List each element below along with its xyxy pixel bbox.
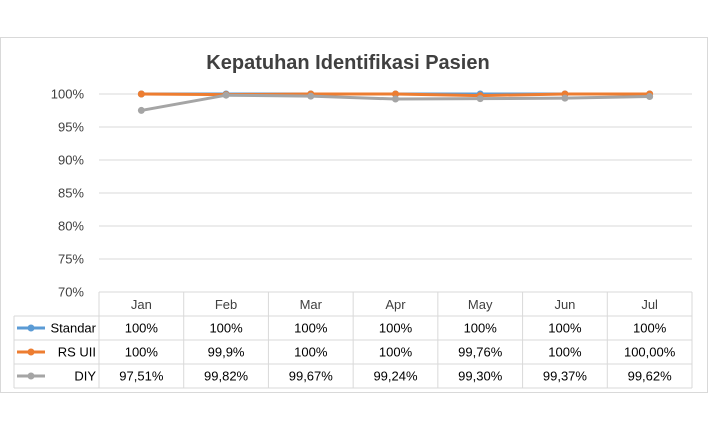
legend-label: Standar bbox=[50, 321, 96, 336]
gridlines bbox=[99, 93, 692, 293]
x-tick-label: Jul bbox=[641, 297, 658, 312]
data-label: 100% bbox=[125, 321, 159, 336]
legend-label: DIY bbox=[74, 369, 96, 384]
data-label: 99,37% bbox=[543, 369, 588, 384]
data-point bbox=[137, 106, 145, 114]
x-tick-label: Mar bbox=[300, 297, 323, 312]
data-point bbox=[392, 90, 399, 98]
data-point bbox=[307, 92, 315, 100]
data-label: 100% bbox=[379, 345, 413, 360]
data-label: 99,30% bbox=[458, 369, 503, 384]
x-tick-label: Feb bbox=[215, 297, 237, 312]
legend-key-marker bbox=[27, 324, 35, 332]
y-tick-label: 75% bbox=[58, 252, 84, 267]
x-tick-label: Jun bbox=[554, 297, 575, 312]
chart-svg: Kepatuhan Identifikasi Pasien 70% 75% 80% 8… bbox=[13, 52, 693, 389]
data-label: 99,67% bbox=[289, 369, 334, 384]
data-point bbox=[222, 91, 230, 99]
data-point bbox=[561, 94, 569, 102]
data-label: 100,00% bbox=[624, 345, 676, 360]
y-axis-ticks: 70% 75% 80% 85% 90% 95% 100% bbox=[51, 87, 85, 300]
data-label: 97,51% bbox=[119, 369, 164, 384]
data-label: 100% bbox=[548, 321, 582, 336]
data-label: 100% bbox=[548, 345, 582, 360]
data-label: 99,9% bbox=[208, 345, 245, 360]
data-label: 100% bbox=[633, 321, 667, 336]
data-label: 100% bbox=[125, 345, 159, 360]
y-tick-label: 90% bbox=[58, 153, 84, 168]
legend-key-marker bbox=[27, 348, 35, 356]
chart-frame: Kepatuhan Identifikasi Pasien 70% 75% 80% 8… bbox=[0, 37, 708, 393]
series-lines bbox=[137, 90, 654, 114]
data-point bbox=[392, 95, 399, 103]
data-label: 100% bbox=[294, 321, 328, 336]
data-label: 99,24% bbox=[373, 369, 418, 384]
legend-label: RS UII bbox=[58, 345, 96, 360]
y-tick-label: 100% bbox=[51, 87, 85, 102]
legend-key-marker bbox=[27, 372, 35, 380]
y-tick-label: 95% bbox=[58, 120, 84, 135]
data-label: 100% bbox=[464, 321, 498, 336]
x-tick-label: May bbox=[468, 297, 493, 312]
x-tick-label: Jan bbox=[131, 297, 152, 312]
y-tick-label: 85% bbox=[58, 186, 84, 201]
y-tick-label: 70% bbox=[58, 285, 84, 300]
y-tick-label: 80% bbox=[58, 219, 84, 234]
data-label: 99,76% bbox=[458, 345, 503, 360]
data-label: 100% bbox=[209, 321, 243, 336]
x-tick-label: Apr bbox=[385, 297, 406, 312]
data-label: 100% bbox=[294, 345, 328, 360]
data-label: 100% bbox=[379, 321, 413, 336]
data-point bbox=[137, 90, 145, 98]
data-point bbox=[476, 95, 484, 103]
data-table: Jan Feb Mar Apr May Jun Jul Standar 100% 100% 100%… bbox=[13, 291, 693, 389]
chart-title: Kepatuhan Identifikasi Pasien bbox=[206, 52, 489, 74]
data-point bbox=[646, 93, 654, 101]
data-label: 99,82% bbox=[204, 369, 249, 384]
data-label: 99,62% bbox=[628, 369, 673, 384]
